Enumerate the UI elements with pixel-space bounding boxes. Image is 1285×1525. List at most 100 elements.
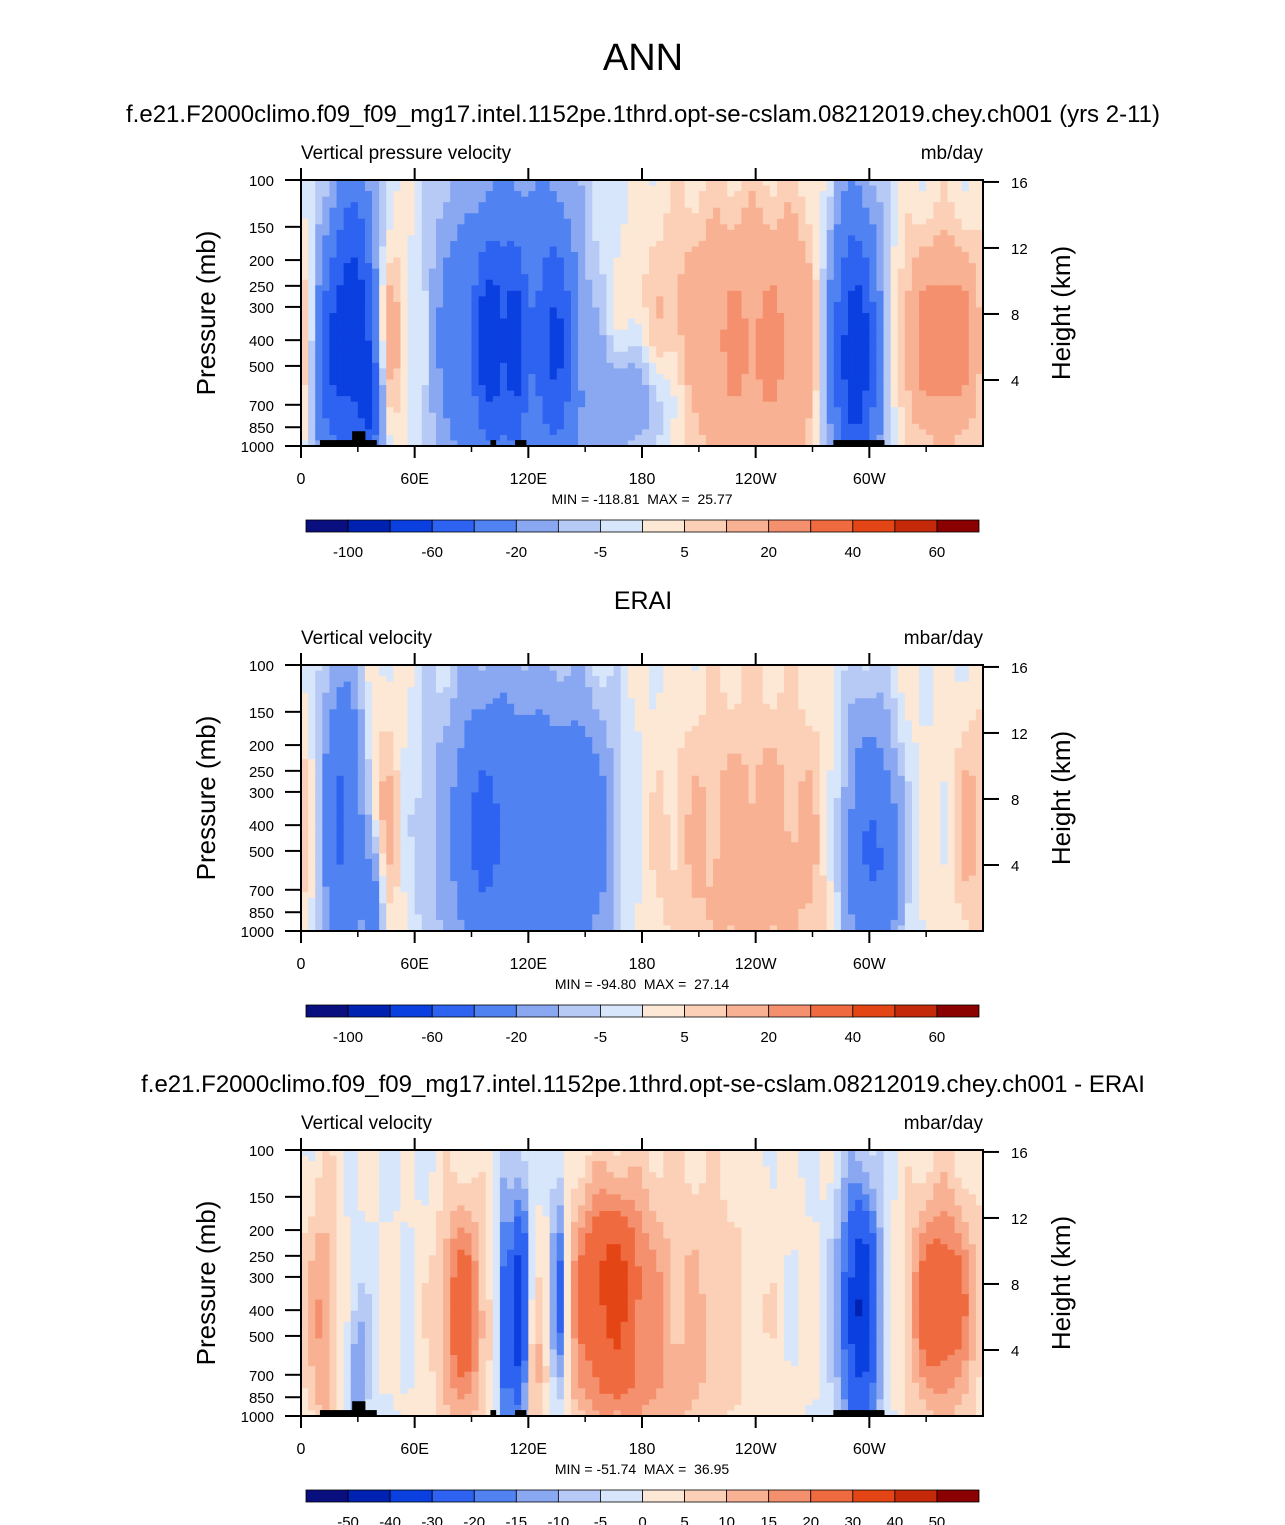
heatmap-cell [428, 196, 437, 203]
heatmap-cell [535, 285, 544, 292]
heatmap-cell [301, 218, 309, 225]
heatmap-cell [677, 324, 686, 331]
heatmap-cell [542, 268, 551, 275]
heatmap-cell [492, 357, 501, 364]
heatmap-cell [563, 235, 572, 242]
heatmap-cell [336, 285, 345, 292]
heatmap-cell [464, 357, 473, 364]
heatmap-cell [762, 224, 771, 231]
heatmap-cell [805, 351, 814, 358]
heatmap-cell [869, 329, 878, 336]
heatmap-cell [904, 235, 913, 242]
heatmap-cell [507, 335, 515, 342]
heatmap-cell [471, 180, 480, 187]
heatmap-cell [954, 285, 963, 292]
heatmap-cell [812, 207, 821, 214]
heatmap-cell [585, 429, 593, 436]
heatmap-cell [315, 346, 323, 353]
heatmap-cell [570, 670, 579, 677]
heatmap-cell [400, 307, 409, 314]
heatmap-cell [528, 379, 537, 386]
heatmap-cell [400, 285, 409, 292]
heatmap-cell [507, 329, 515, 336]
heatmap-cell [663, 185, 672, 192]
heatmap-cell [578, 368, 586, 375]
heatmap-cell [755, 340, 764, 347]
heatmap-cell [578, 324, 586, 331]
heatmap-cell [947, 362, 956, 370]
heatmap-cell [656, 373, 664, 381]
heatmap-cell [535, 429, 544, 436]
heatmap-cell [343, 240, 352, 248]
heatmap-cell [776, 670, 785, 677]
heatmap-cell [372, 285, 380, 292]
heatmap-cell [450, 670, 458, 677]
heatmap-cell [478, 329, 487, 336]
heatmap-cell [883, 229, 892, 237]
heatmap-cell [514, 670, 522, 677]
heatmap-cell [386, 252, 394, 259]
heatmap-cell [556, 346, 565, 353]
heatmap-cell [656, 307, 664, 314]
heatmap-cell [819, 257, 828, 264]
heatmap-cell [876, 390, 885, 397]
heatmap-cell [819, 373, 828, 381]
heatmap-cell [627, 434, 636, 442]
heatmap-cell [521, 340, 529, 347]
heatmap-cell [833, 324, 842, 331]
heatmap-cell [705, 665, 714, 672]
heatmap-cell [720, 301, 728, 309]
heatmap-cell [485, 434, 494, 442]
heatmap-cell [819, 357, 828, 364]
heatmap-cell [755, 229, 764, 237]
heatmap-cell [336, 318, 345, 325]
heatmap-cell [507, 351, 515, 358]
heatmap-cell [840, 268, 849, 275]
heatmap-cell [656, 224, 664, 231]
heatmap-cell [535, 401, 544, 408]
colorbar-swatch [305, 519, 349, 533]
heatmap-cell [599, 670, 608, 677]
heatmap-cell [748, 670, 757, 677]
heatmap-cell [471, 252, 480, 259]
heatmap-cell [698, 196, 707, 203]
heatmap-cell [627, 180, 636, 187]
heatmap-cell [592, 379, 600, 386]
heatmap-cell [556, 362, 565, 370]
heatmap-cell [357, 407, 366, 414]
heatmap-cell [684, 229, 693, 237]
heatmap-cell [435, 373, 444, 381]
heatmap-cell [599, 407, 608, 414]
heatmap-cell [904, 379, 913, 386]
heatmap-cell [620, 357, 629, 364]
heatmap-cell [400, 279, 409, 286]
heatmap-cell [904, 274, 913, 281]
heatmap-cell [528, 207, 537, 214]
heatmap-cell [308, 229, 316, 237]
heatmap-cell [755, 373, 764, 381]
heatmap-cell [428, 335, 437, 342]
heatmap-cell [663, 429, 672, 436]
heatmap-cell [748, 396, 757, 403]
heatmap-cell [606, 373, 615, 381]
heatmap-cell [897, 401, 906, 408]
heatmap-cell [975, 257, 984, 264]
heatmap-cell [713, 307, 721, 314]
heatmap-cell [507, 307, 515, 314]
heatmap-cell [975, 196, 984, 203]
heatmap-cell [599, 274, 608, 281]
heatmap-cell [954, 229, 963, 237]
heatmap-cell [421, 263, 430, 270]
heatmap-cell [336, 412, 345, 419]
heatmap-cell [457, 235, 465, 242]
heatmap-cell [613, 676, 622, 683]
heatmap-cell [762, 318, 771, 325]
heatmap-cell [819, 207, 828, 214]
heatmap-cell [677, 274, 686, 281]
heatmap-cell [876, 362, 885, 370]
heatmap-cell [883, 357, 892, 364]
heatmap-cell [656, 423, 664, 430]
heatmap-cell [443, 340, 451, 347]
heatmap-cell [727, 390, 735, 397]
heatmap-cell [336, 329, 345, 336]
